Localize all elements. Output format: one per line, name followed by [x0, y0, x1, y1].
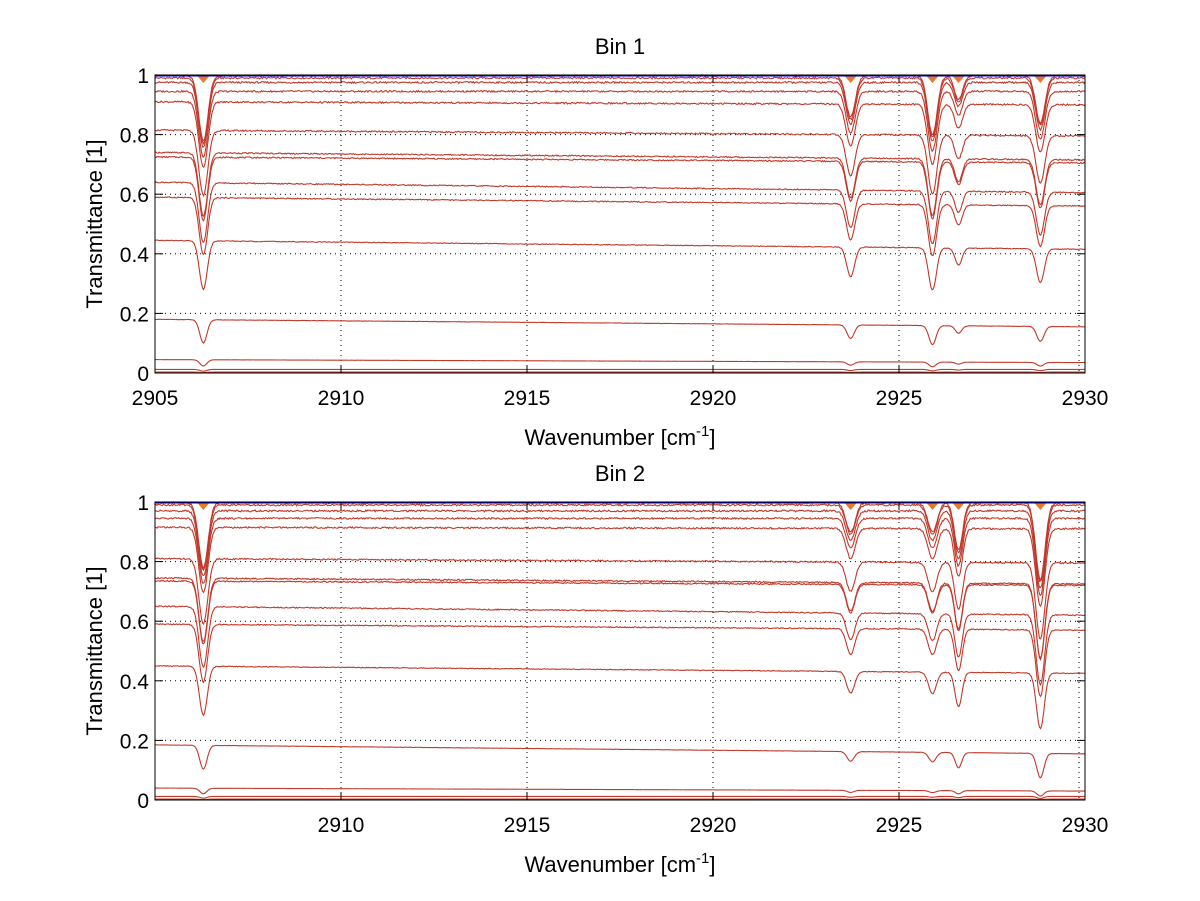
- series-line: [154, 576, 1086, 659]
- series-line: [154, 509, 1086, 589]
- series-line: [154, 744, 1086, 779]
- series-group: [154, 74, 1086, 373]
- series-line: [154, 368, 1085, 372]
- peak-marker: [1034, 503, 1047, 510]
- chart-title: Bin 2: [595, 461, 645, 486]
- series-line: [154, 181, 1086, 245]
- x-tick-label: 2920: [690, 814, 737, 837]
- x-tick-label: 2930: [1062, 387, 1109, 410]
- x-tick-label: 2920: [690, 387, 737, 410]
- series-line: [154, 579, 1086, 661]
- peak-marker: [952, 503, 965, 510]
- x-tick-label: 2915: [504, 814, 551, 837]
- y-tick-label: 0.2: [120, 730, 149, 753]
- series-line: [154, 605, 1086, 687]
- x-tick-label: 2910: [318, 814, 365, 837]
- series-line: [154, 359, 1086, 368]
- y-axis-label: Transmittance [1]: [82, 139, 107, 308]
- x-axis: 2905 2910 2915 2920 2925 2930: [132, 75, 1109, 410]
- series-line: [154, 318, 1086, 346]
- x-tick-label: 2925: [876, 814, 923, 837]
- y-tick-label: 1: [137, 65, 149, 88]
- series-line: [154, 623, 1086, 698]
- axes-frame: [154, 501, 1086, 801]
- series-line: [154, 664, 1086, 730]
- series-group: [154, 501, 1086, 800]
- series-line: [154, 503, 1086, 583]
- axes-frame: [154, 74, 1086, 374]
- x-tick-label: 2905: [132, 387, 179, 410]
- x-axis: 2910 2915 2920 2925 2930: [318, 502, 1109, 837]
- series-line: [155, 795, 1086, 800]
- series-line: [154, 89, 1086, 158]
- series-line: [154, 100, 1086, 169]
- chart-bin-2: Bin 2 2910 2915 2920 2925 2930 0 0.2 0.4 0.6 0.8…: [82, 461, 1108, 877]
- y-tick-label: 0.8: [120, 125, 149, 148]
- series-line: [154, 525, 1086, 608]
- chart-bin-1: Bin 1 2905 2910 2915 2920 2925 2930 0 0.2 0.4 0.…: [82, 34, 1108, 450]
- x-tick-label: 2925: [876, 387, 923, 410]
- grid: [155, 75, 1085, 373]
- x-axis-label: Wavenumber [cm-1]: [524, 423, 715, 450]
- chart-title: Bin 1: [595, 34, 645, 59]
- peak-marker: [952, 76, 965, 83]
- y-tick-label: 0.6: [120, 611, 149, 634]
- peak-marker: [844, 503, 857, 510]
- series-line: [154, 80, 1086, 148]
- series-line: [154, 76, 1086, 146]
- y-tick-label: 0.2: [120, 303, 149, 326]
- y-axis: 0 0.2 0.4 0.6 0.8 1: [120, 492, 1085, 813]
- y-tick-label: 0.4: [120, 244, 150, 267]
- peak-marker: [1034, 76, 1047, 83]
- y-tick-label: 0.8: [120, 552, 149, 575]
- peak-marker: [197, 503, 210, 510]
- series-line: [154, 516, 1086, 597]
- y-tick-label: 1: [137, 492, 149, 515]
- series-line: [154, 239, 1086, 291]
- y-tick-label: 0.4: [120, 671, 150, 694]
- y-axis-label: Transmittance [1]: [82, 566, 107, 735]
- series-line: [154, 557, 1086, 640]
- peak-marker: [926, 503, 939, 510]
- x-tick-label: 2915: [504, 387, 551, 410]
- peak-marker: [926, 76, 939, 83]
- grid: [155, 502, 1085, 800]
- x-tick-label: 2930: [1062, 814, 1109, 837]
- peak-marker: [844, 76, 857, 83]
- series-line: [154, 128, 1086, 198]
- y-axis: 0 0.2 0.4 0.6 0.8 1: [120, 65, 1085, 386]
- series-line: [154, 196, 1086, 257]
- y-tick-label: 0: [137, 790, 149, 813]
- series-line: [154, 155, 1086, 222]
- x-axis-label: Wavenumber [cm-1]: [524, 850, 715, 877]
- y-tick-label: 0: [137, 363, 149, 386]
- series-line: [154, 787, 1086, 797]
- peak-marker: [197, 76, 210, 83]
- y-tick-label: 0.6: [120, 184, 149, 207]
- x-tick-label: 2910: [318, 387, 365, 410]
